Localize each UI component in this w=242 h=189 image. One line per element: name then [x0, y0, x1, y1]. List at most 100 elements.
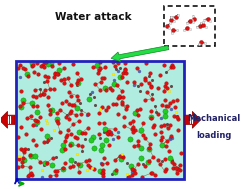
- Point: [30, 61, 34, 64]
- Point: [31, 104, 35, 107]
- Point: [178, 163, 182, 167]
- Point: [148, 148, 151, 151]
- Point: [133, 112, 137, 115]
- Point: [136, 139, 140, 142]
- Point: [102, 121, 106, 124]
- Point: [202, 18, 206, 21]
- Point: [169, 108, 173, 111]
- Point: [171, 66, 175, 69]
- Point: [168, 156, 172, 159]
- Point: [64, 116, 68, 119]
- Point: [158, 163, 162, 166]
- Point: [112, 82, 116, 85]
- Point: [122, 124, 126, 127]
- Point: [163, 110, 167, 113]
- Point: [104, 109, 108, 112]
- Point: [86, 163, 90, 166]
- Point: [50, 163, 54, 167]
- Point: [53, 128, 56, 131]
- Point: [150, 78, 154, 81]
- Point: [30, 172, 33, 175]
- Point: [176, 118, 180, 121]
- Bar: [16, 61, 184, 179]
- Point: [120, 103, 124, 106]
- Point: [163, 123, 166, 126]
- Point: [124, 107, 128, 110]
- Point: [145, 91, 149, 94]
- Point: [170, 64, 174, 67]
- Point: [136, 114, 140, 117]
- Point: [176, 167, 180, 170]
- Point: [98, 169, 102, 172]
- Point: [141, 163, 145, 166]
- Point: [168, 136, 172, 139]
- Point: [66, 129, 69, 132]
- Point: [68, 143, 72, 146]
- Point: [143, 99, 147, 102]
- Point: [77, 119, 81, 122]
- Point: [114, 168, 118, 171]
- Point: [118, 95, 122, 98]
- Point: [100, 171, 104, 174]
- Point: [21, 156, 25, 159]
- Point: [75, 136, 79, 139]
- Point: [49, 137, 53, 140]
- Point: [58, 130, 62, 133]
- Point: [168, 124, 172, 127]
- Point: [57, 62, 61, 65]
- Point: [175, 98, 179, 101]
- Point: [123, 68, 127, 71]
- Point: [26, 74, 30, 77]
- Point: [164, 104, 167, 107]
- Point: [85, 169, 89, 172]
- Point: [151, 155, 155, 158]
- Point: [195, 25, 199, 28]
- Point: [53, 71, 57, 74]
- Point: [127, 175, 130, 178]
- Point: [166, 86, 169, 89]
- Point: [76, 98, 80, 101]
- Point: [88, 165, 92, 168]
- Point: [125, 105, 129, 108]
- Point: [46, 138, 50, 141]
- Point: [35, 61, 39, 64]
- Point: [143, 165, 147, 168]
- Point: [67, 91, 71, 94]
- Point: [35, 110, 39, 113]
- Point: [113, 170, 117, 174]
- Point: [92, 96, 96, 99]
- Point: [57, 68, 61, 71]
- Point: [25, 116, 29, 119]
- Point: [131, 125, 135, 129]
- Point: [163, 157, 167, 160]
- Point: [46, 62, 50, 65]
- Point: [121, 156, 125, 159]
- Point: [173, 106, 177, 109]
- Point: [76, 106, 79, 109]
- Point: [99, 162, 103, 165]
- Point: [65, 113, 69, 116]
- Point: [163, 115, 166, 118]
- Point: [137, 70, 141, 73]
- Point: [65, 133, 69, 136]
- Point: [156, 159, 160, 162]
- Point: [175, 29, 179, 32]
- Point: [63, 139, 67, 142]
- Point: [105, 161, 109, 164]
- Point: [33, 119, 37, 122]
- Point: [67, 103, 71, 106]
- Point: [20, 89, 23, 92]
- Point: [199, 22, 203, 25]
- Point: [38, 88, 42, 91]
- Point: [48, 87, 52, 90]
- Point: [129, 165, 133, 168]
- Point: [38, 161, 42, 164]
- Point: [31, 138, 35, 141]
- Point: [133, 171, 137, 174]
- Point: [18, 75, 22, 78]
- Point: [17, 158, 21, 161]
- Point: [68, 111, 72, 114]
- Point: [171, 15, 174, 19]
- Point: [58, 108, 62, 112]
- Point: [41, 92, 45, 95]
